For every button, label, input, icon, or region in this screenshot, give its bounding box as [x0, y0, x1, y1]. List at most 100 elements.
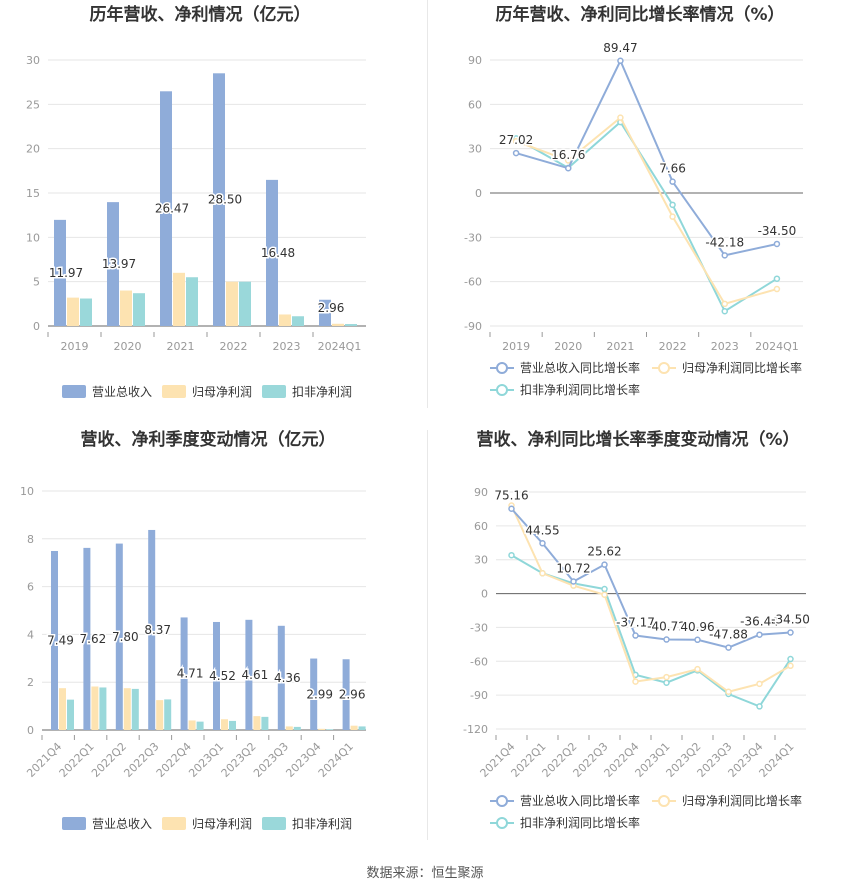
y-tick-label: -60 [464, 276, 482, 289]
x-tick-label: 2024Q1 [757, 740, 797, 780]
revenue-bar [51, 550, 58, 730]
data-source-label: 数据来源： [366, 866, 432, 881]
data-label: 26.47 [155, 202, 189, 216]
x-tick-label: 2023 [273, 340, 301, 353]
net-profit-bar [332, 323, 344, 326]
x-tick-label: 2023 [711, 340, 739, 353]
data-label: 2.99 [306, 687, 333, 701]
x-tick-label: 2023Q4 [283, 740, 323, 780]
data-label: 7.49 [47, 633, 74, 647]
data-label: 2.96 [318, 301, 345, 315]
revenue-growth-point [756, 631, 763, 638]
legend-net-profit-swatch [162, 817, 186, 830]
x-tick-label: 2022Q2 [89, 740, 129, 780]
legend-net-profit: 归母净利润 [192, 385, 252, 399]
x-tick-label: 2022 [220, 340, 248, 353]
revenue-growth-point [539, 540, 546, 547]
deducted-profit-bar [293, 726, 301, 730]
legend-net-profit-swatch [162, 385, 186, 398]
revenue-growth-point [694, 636, 701, 644]
legend-revenue: 营业总收入 [92, 385, 152, 399]
data-label: 75.16 [494, 489, 528, 503]
legend-deducted-profit-growth: 扣非净利润同比增长率 [520, 815, 640, 830]
data-label: -37.17 [616, 616, 655, 630]
revenue-growth-point [663, 636, 670, 643]
deducted-profit-growth-point [669, 201, 676, 209]
revenue-bar [213, 73, 225, 326]
data-label: 4.36 [274, 671, 301, 685]
deducted-profit-growth-point [787, 655, 794, 663]
data-label: 27.02 [499, 133, 533, 147]
deducted-profit-bar [99, 687, 107, 730]
revenue-growth-line [510, 508, 791, 649]
revenue-bar [54, 219, 66, 326]
data-label: -36.44 [740, 615, 779, 629]
data-label: 16.48 [261, 246, 295, 260]
x-tick-label: 2024Q1 [316, 740, 356, 780]
net-profit-bar [285, 726, 293, 730]
net-profit-bar [226, 281, 238, 326]
revenue-growth-point [632, 632, 639, 639]
y-tick-label: 30 [468, 143, 482, 156]
y-tick-label: 60 [474, 520, 488, 533]
y-tick-label: 4 [27, 628, 34, 641]
data-label: 13.97 [102, 257, 136, 271]
net-profit-bar [156, 700, 164, 730]
revenue-growth-point [565, 164, 572, 172]
deducted-profit-bar [164, 699, 172, 730]
revenue-growth-point [512, 149, 520, 157]
y-tick-label: 2 [27, 676, 34, 689]
y-tick-label: -30 [470, 621, 488, 634]
net-profit-bar [253, 716, 261, 730]
net-profit-growth-point [539, 570, 546, 577]
revenue-growth-point [570, 578, 577, 585]
data-label: 7.66 [659, 162, 686, 176]
data-label: 7.80 [112, 630, 139, 644]
deducted-profit-growth-point [663, 679, 670, 686]
revenue-bar [115, 543, 123, 730]
revenue-bar [83, 547, 91, 730]
revenue-growth-point [601, 561, 608, 568]
data-label: 8.37 [144, 623, 171, 637]
legend-deducted-profit-growth: 扣非净利润同比增长率 [520, 382, 640, 397]
deducted-profit-bar [80, 298, 92, 326]
net-profit-growth-point [617, 114, 624, 121]
chart-title: 历年营收、净利同比增长率情况（%） [495, 4, 784, 25]
y-tick-label: 8 [27, 533, 34, 546]
net-profit-growth-point [721, 300, 728, 308]
y-tick-label: 30 [474, 554, 488, 567]
data-label: 4.52 [209, 669, 236, 683]
deducted-profit-growth-point [601, 585, 608, 593]
net-profit-growth-point [725, 688, 732, 696]
y-tick-label: -90 [464, 320, 482, 333]
data-label: 10.72 [556, 561, 590, 575]
x-tick-label: 2021 [167, 340, 195, 353]
y-tick-label: 5 [33, 276, 40, 289]
data-label: 44.55 [525, 523, 559, 537]
deducted-profit-growth-point [756, 703, 763, 710]
vertical-divider [427, 430, 428, 840]
legend-net-profit: 归母净利润 [192, 817, 252, 831]
revenue-bar [342, 659, 350, 730]
x-tick-label: 2021Q4 [24, 740, 64, 780]
data-label: 25.62 [587, 545, 621, 559]
net-profit-growth-point [632, 678, 639, 685]
legend-revenue: 营业总收入 [92, 817, 152, 831]
y-tick-label: 90 [474, 486, 488, 499]
x-tick-label: 2020 [114, 340, 142, 353]
y-tick-label: -120 [463, 723, 488, 736]
quarterly-bar-chart: 营收、净利季度变动情况（亿元） 0 2 4 6 8 10 7.49 7.62 7.80 8.37 4.… [20, 429, 367, 831]
revenue-bar [180, 617, 188, 730]
legend-revenue-growth-marker [496, 362, 508, 374]
deducted-profit-growth-point [508, 551, 515, 559]
legend-revenue-growth-marker [496, 795, 508, 807]
net-profit-growth-point [601, 591, 608, 598]
legend-deducted-profit-swatch [262, 817, 286, 830]
y-tick-label: 0 [475, 187, 482, 200]
net-profit-growth-point [773, 285, 781, 293]
x-tick-label: 2021 [606, 340, 634, 353]
y-tick-label: -30 [464, 231, 482, 244]
net-profit-bar [350, 725, 358, 730]
data-label: -34.50 [758, 224, 797, 238]
legend-deducted-profit: 扣非净利润 [292, 817, 352, 831]
